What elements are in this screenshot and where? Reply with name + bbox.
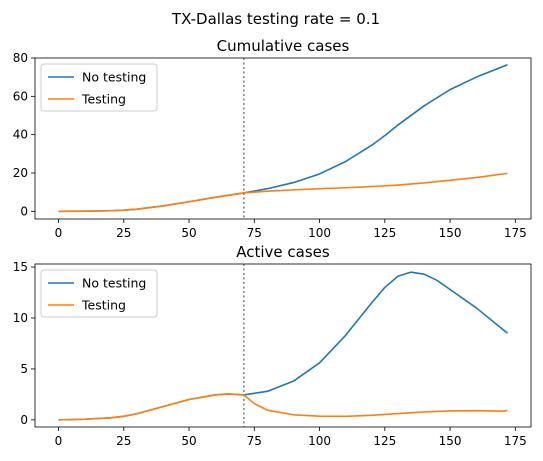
active-cases-axes: Active cases 0 25 50 75 100 125 150 175 0 5 10 15 No …	[13, 243, 532, 448]
cumulative-cases-title: Cumulative cases	[217, 37, 350, 55]
active-cases-ytick-label-0: 0	[20, 413, 28, 427]
cumulative-cases-xtick-label-125: 125	[373, 226, 396, 240]
cumulative-cases-xtick-label-0: 0	[55, 226, 63, 240]
cumulative-cases-ytick-label-60: 60	[13, 89, 28, 103]
active-cases-xtick-label-100: 100	[308, 434, 331, 448]
cumulative-cases-xtick-label-150: 150	[439, 226, 462, 240]
active-cases-frame	[34, 263, 532, 428]
active-cases-xtick-label-25: 25	[116, 434, 131, 448]
cumulative-cases-legend-label-testing: Testing	[81, 92, 126, 107]
active-cases-ytick-label-15: 15	[13, 260, 28, 274]
active-cases-xtick-label-150: 150	[439, 434, 462, 448]
active-cases-series-testing	[58, 393, 508, 421]
cumulative-cases-xtick-label-75: 75	[247, 226, 262, 240]
cumulative-cases-series-testing	[58, 172, 508, 213]
active-cases-xtick-label-125: 125	[373, 434, 396, 448]
active-cases-ytick-label-5: 5	[20, 362, 28, 376]
cumulative-cases-frame	[34, 57, 532, 220]
active-cases-xtick-label-50: 50	[181, 434, 196, 448]
cumulative-cases-legend-label-no-testing: No testing	[82, 70, 146, 85]
active-cases-ytick-label-10: 10	[13, 311, 28, 325]
cumulative-cases-ytick-label-80: 80	[13, 51, 28, 65]
cumulative-cases-xtick-label-100: 100	[308, 226, 331, 240]
cumulative-cases-xtick-label-50: 50	[181, 226, 196, 240]
cumulative-cases-xtick-label-25: 25	[116, 226, 131, 240]
active-cases-legend-label-no-testing: No testing	[82, 276, 146, 291]
cumulative-cases-ytick-label-20: 20	[13, 166, 28, 180]
active-cases-xtick-label-75: 75	[247, 434, 262, 448]
figure-suptitle: TX-Dallas testing rate = 0.1	[171, 10, 380, 28]
active-cases-legend-label-testing: Testing	[81, 298, 126, 313]
active-cases-xtick-label-175: 175	[504, 434, 527, 448]
active-cases-xtick-label-0: 0	[55, 434, 63, 448]
cumulative-cases-ytick-label-0: 0	[20, 204, 28, 218]
cumulative-cases-xtick-label-175: 175	[504, 226, 527, 240]
cumulative-cases-ytick-label-40: 40	[13, 128, 28, 142]
cumulative-cases-axes: Cumulative cases 0 25 50 75 100 125 150 175 0 20 40…	[13, 37, 532, 240]
active-cases-title: Active cases	[236, 243, 330, 261]
